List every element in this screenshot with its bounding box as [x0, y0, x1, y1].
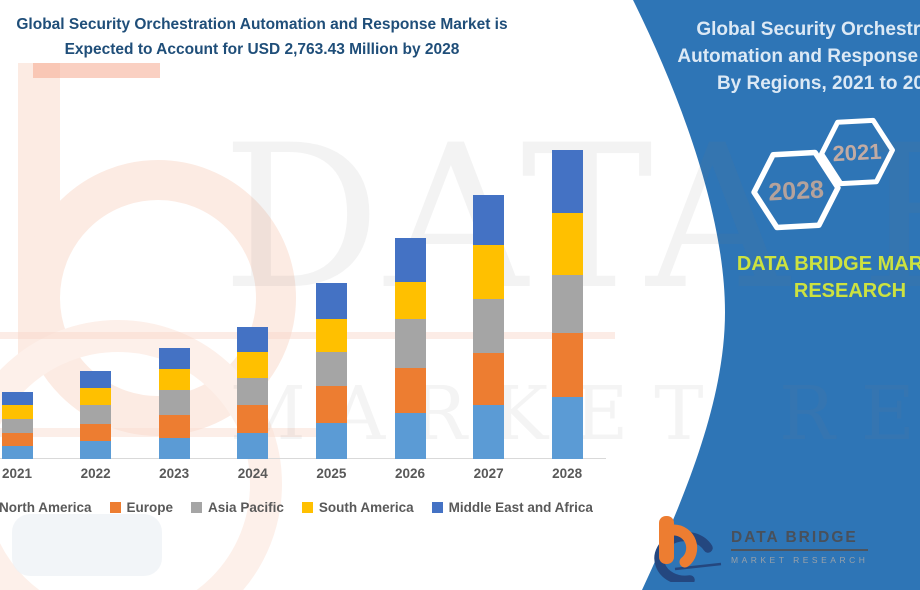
legend-swatch-europe	[109, 502, 121, 513]
bar-2021	[1, 391, 33, 459]
segment-north-america-2022	[80, 441, 112, 459]
chart-title: Global Security Orchestration Automation…	[6, 12, 518, 62]
legend-label-middle-east-and-africa: Middle East and Africa	[448, 500, 593, 515]
legend-swatch-south-america	[301, 502, 313, 513]
segment-middle-east-and-africa-2027	[473, 194, 505, 246]
legend-label-asia-pacific: Asia Pacific	[208, 500, 284, 515]
panel-title-line1: Global Security Orchestration	[696, 19, 920, 40]
x-axis-label-2023: 2023	[159, 466, 190, 481]
legend-swatch-asia-pacific	[191, 502, 203, 513]
segment-south-america-2025	[315, 318, 347, 352]
segment-north-america-2026	[394, 412, 426, 459]
segment-asia-pacific-2026	[394, 319, 426, 368]
databridge-logo: DATA BRIDGE MARKET RESEARCH	[645, 512, 869, 582]
segment-asia-pacific-2023	[158, 389, 190, 415]
segment-asia-pacific-2025	[315, 351, 347, 387]
segment-middle-east-and-africa-2026	[394, 238, 426, 283]
bar-2026	[394, 238, 426, 459]
bar-2027	[473, 194, 505, 459]
x-axis-label-2025: 2025	[316, 466, 347, 481]
segment-middle-east-and-africa-2021	[1, 391, 33, 406]
segment-north-america-2023	[158, 437, 190, 459]
segment-asia-pacific-2022	[80, 405, 112, 425]
legend-label-europe: Europe	[126, 500, 174, 515]
x-axis-label-2022: 2022	[80, 466, 111, 481]
segment-north-america-2027	[473, 404, 505, 459]
legend-item-north-america: North America	[0, 500, 92, 515]
brand-text: DATA BRIDGE MARKET RESEARCH	[700, 251, 920, 305]
segment-asia-pacific-2024	[237, 377, 269, 405]
segment-middle-east-and-africa-2024	[237, 326, 269, 353]
chart-title-line1: Global Security Orchestration Automation…	[16, 16, 508, 33]
logo-texts: DATA BRIDGE MARKET RESEARCH	[731, 529, 869, 565]
segment-south-america-2024	[237, 352, 269, 378]
legend-item-europe: Europe	[109, 500, 174, 515]
segment-north-america-2028	[551, 397, 583, 459]
bar-2022	[80, 371, 112, 459]
segment-europe-2026	[394, 367, 426, 413]
segment-south-america-2023	[158, 369, 190, 390]
logo-subtitle: MARKET RESEARCH	[731, 555, 869, 565]
legend-label-south-america: South America	[318, 500, 414, 515]
segment-north-america-2025	[315, 422, 347, 459]
segment-europe-2027	[473, 353, 505, 405]
brand-text-line1: DATA BRIDGE MARKET	[736, 253, 920, 275]
segment-south-america-2026	[394, 282, 426, 320]
segment-asia-pacific-2021	[1, 418, 33, 433]
x-axis-label-2027: 2027	[473, 466, 504, 481]
segment-south-america-2027	[473, 245, 505, 300]
x-axis-line	[0, 458, 606, 459]
segment-middle-east-and-africa-2023	[158, 348, 190, 370]
chart-title-line2: Expected to Account for USD 2,763.43 Mil…	[64, 41, 460, 58]
hexagon-year-2028: 2028	[768, 176, 825, 207]
segment-asia-pacific-2027	[473, 299, 505, 354]
x-axis-label-2021: 2021	[1, 466, 33, 481]
segment-middle-east-and-africa-2025	[315, 282, 347, 319]
segment-south-america-2021	[1, 405, 33, 419]
segment-europe-2025	[315, 386, 347, 423]
segment-north-america-2024	[237, 433, 269, 459]
segment-asia-pacific-2028	[551, 275, 583, 333]
legend-item-middle-east-and-africa: Middle East and Africa	[431, 500, 593, 515]
bar-2025	[315, 282, 347, 459]
brand-text-line2: RESEARCH	[793, 280, 907, 302]
segment-europe-2022	[80, 424, 112, 441]
legend-label-north-america: North America	[0, 500, 92, 515]
x-axis-label-2028: 2028	[552, 466, 583, 481]
hexagon-badges: 2028 2021	[751, 117, 895, 231]
x-axis-label-2026: 2026	[394, 466, 426, 481]
panel-title-line2: Automation and Response Market	[677, 46, 920, 67]
databridge-logo-mark-icon	[654, 516, 722, 582]
legend-swatch-middle-east-and-africa	[431, 502, 443, 513]
segment-south-america-2028	[551, 213, 583, 276]
legend: North America Europe Asia Pacific South Ame…	[0, 500, 593, 515]
segment-europe-2023	[158, 414, 190, 438]
x-axis-label-2024: 2024	[237, 466, 268, 481]
panel-title: Global Security Orchestration Automation…	[676, 16, 920, 97]
segment-europe-2028	[551, 332, 583, 398]
segment-north-america-2021	[1, 445, 33, 459]
panel-title-line3: By Regions, 2021 to 2028	[716, 73, 920, 94]
legend-item-asia-pacific: Asia Pacific	[191, 500, 284, 515]
segment-middle-east-and-africa-2028	[551, 150, 583, 214]
segment-europe-2021	[1, 432, 33, 446]
segment-middle-east-and-africa-2022	[80, 371, 112, 389]
bar-2023	[158, 348, 190, 459]
bar-2028	[551, 150, 583, 459]
legend-item-south-america: South America	[301, 500, 414, 515]
logo-name: DATA BRIDGE	[731, 529, 869, 551]
hexagon-year-2021: 2021	[832, 139, 882, 167]
segment-europe-2024	[237, 404, 269, 434]
segment-south-america-2022	[80, 388, 112, 406]
bar-2024	[237, 326, 269, 459]
